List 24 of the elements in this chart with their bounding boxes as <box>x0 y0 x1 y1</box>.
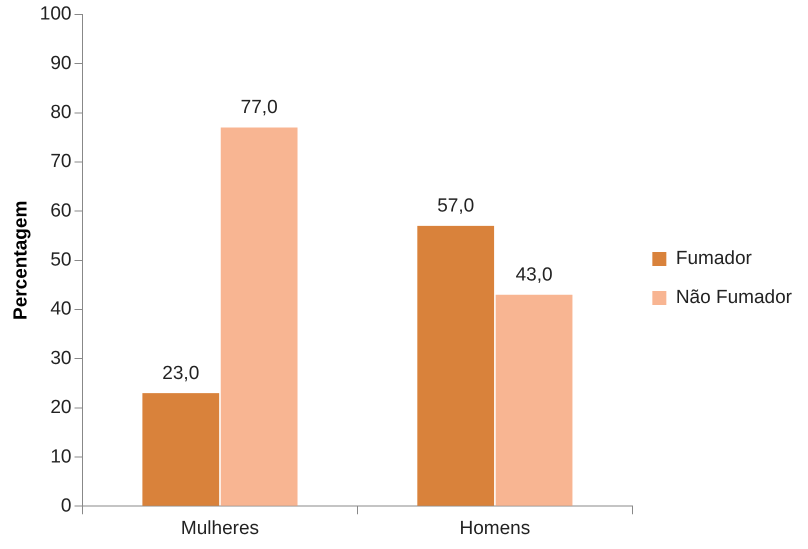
bar <box>496 294 572 506</box>
data-label: 77,0 <box>240 97 278 118</box>
y-tick-label: 60 <box>50 200 72 222</box>
y-tick-label: 80 <box>50 102 72 123</box>
legend-label: Não Fumador <box>676 287 793 308</box>
y-tick-label: 90 <box>50 52 72 74</box>
y-tick-label: 30 <box>50 348 72 369</box>
y-tick-label: 40 <box>50 298 72 320</box>
bar <box>417 226 494 506</box>
y-tick-label: 50 <box>50 250 72 271</box>
bar <box>142 393 220 506</box>
x-tick-label: Homens <box>460 518 530 539</box>
y-tick-label: 10 <box>50 446 72 468</box>
data-label: 57,0 <box>437 196 474 217</box>
legend-label: Fumador <box>676 248 753 270</box>
y-tick-label: 70 <box>50 151 72 172</box>
y-tick-label: 0 <box>60 495 72 516</box>
x-tick-label: Mulheres <box>180 518 260 539</box>
y-tick-label: 20 <box>50 397 72 418</box>
bar <box>220 128 298 506</box>
y-axis-title: Percentagem <box>10 200 32 320</box>
data-label: 43,0 <box>516 264 553 286</box>
y-tick-label: 100 <box>40 4 72 25</box>
data-label: 23,0 <box>162 362 200 384</box>
